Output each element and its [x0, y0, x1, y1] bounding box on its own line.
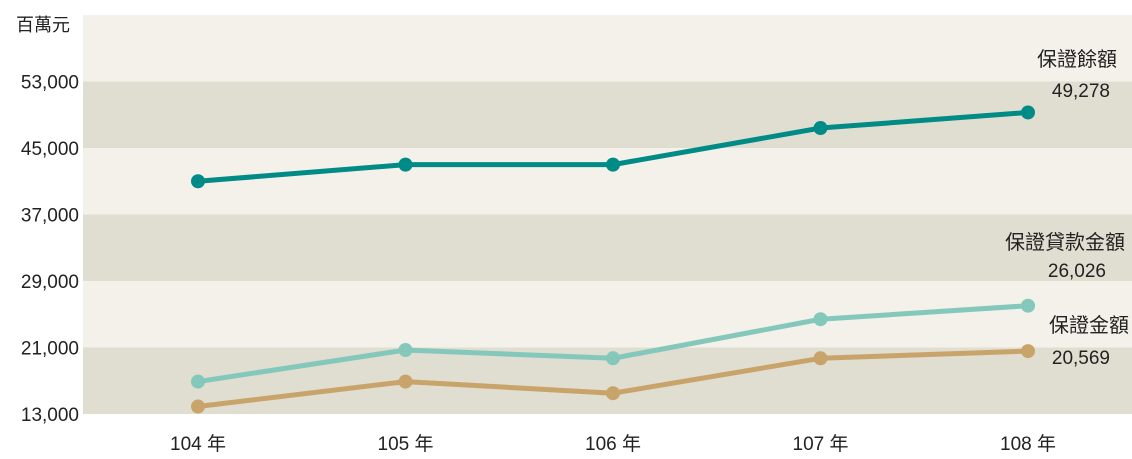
data-point [1021, 344, 1035, 359]
series-labels: 保證餘額 49,278 保證貸款金額 26,026 保證金額 20,569 [1005, 48, 1129, 369]
data-point [1021, 105, 1035, 120]
y-tick-label: 21,000 [21, 339, 79, 360]
series-value-label: 26,026 [1048, 261, 1106, 282]
background-band [83, 81, 1132, 148]
background-band [83, 15, 1132, 82]
data-point [191, 174, 205, 189]
background-bands [83, 15, 1132, 414]
data-point [191, 374, 205, 389]
data-point [813, 351, 828, 366]
data-point [813, 121, 828, 136]
data-point [606, 157, 620, 172]
y-axis-unit-label: 百萬元 [16, 15, 70, 35]
y-tick-label: 13,000 [21, 405, 79, 426]
background-band [83, 148, 1132, 215]
x-tick-label: 108 年 [1000, 433, 1056, 455]
y-tick-label: 37,000 [21, 206, 79, 227]
x-axis-ticks: 104 年 105 年 106 年 107 年 108 年 [170, 433, 1056, 455]
data-point [398, 342, 413, 357]
data-point [191, 399, 205, 414]
y-axis-ticks: 13,000 21,000 29,000 37,000 45,000 53,000 [21, 73, 79, 427]
series-name-label: 保證餘額 [1037, 48, 1117, 71]
data-point [606, 386, 620, 401]
background-band [83, 214, 1132, 281]
y-tick-label: 29,000 [21, 272, 79, 293]
x-tick-label: 106 年 [585, 433, 641, 455]
background-band [83, 281, 1132, 348]
y-tick-label: 45,000 [21, 139, 79, 160]
x-tick-label: 105 年 [378, 433, 434, 455]
x-tick-label: 107 年 [793, 433, 849, 455]
series-name-label: 保證貸款金額 [1005, 231, 1125, 254]
y-tick-label: 53,000 [21, 73, 79, 94]
data-point [398, 374, 413, 389]
data-point [1021, 298, 1035, 313]
series-value-label: 20,569 [1052, 348, 1110, 369]
x-tick-label: 104 年 [170, 433, 226, 455]
data-point [398, 157, 413, 172]
data-point [606, 351, 620, 366]
series-value-label: 49,278 [1052, 81, 1110, 102]
series-lines [191, 105, 1035, 414]
series-name-label: 保證金額 [1049, 314, 1129, 337]
data-point [813, 312, 828, 327]
